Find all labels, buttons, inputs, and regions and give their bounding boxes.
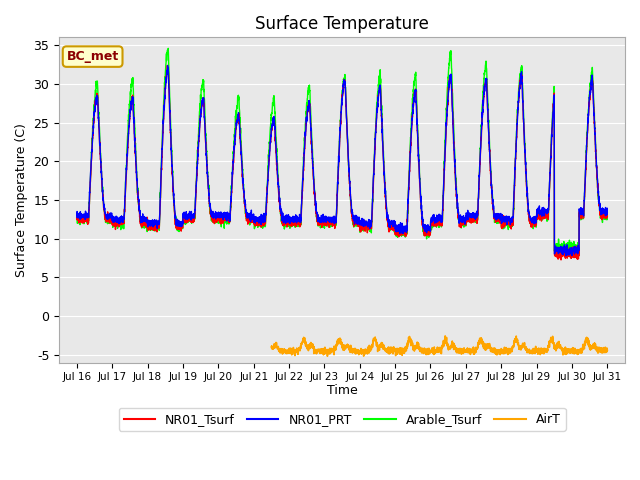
Title: Surface Temperature: Surface Temperature — [255, 15, 429, 33]
X-axis label: Time: Time — [326, 384, 358, 396]
Y-axis label: Surface Temperature (C): Surface Temperature (C) — [15, 123, 28, 277]
Text: BC_met: BC_met — [67, 50, 119, 63]
Legend: NR01_Tsurf, NR01_PRT, Arable_Tsurf, AirT: NR01_Tsurf, NR01_PRT, Arable_Tsurf, AirT — [118, 408, 566, 431]
